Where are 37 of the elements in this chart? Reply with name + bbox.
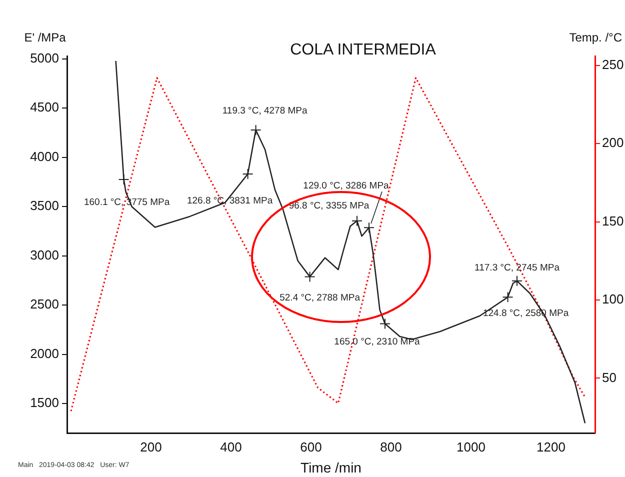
y-tick-label: 1500 [30, 395, 59, 410]
y-tick-label: 3000 [30, 247, 59, 262]
point [242, 168, 254, 180]
point [364, 222, 374, 234]
x-tick-label: 1000 [456, 439, 486, 454]
y-tick-label: 3500 [30, 198, 59, 214]
chart-title: COLA INTERMEDIA [290, 41, 436, 58]
y2-tick-label: 150 [602, 213, 624, 228]
point [352, 215, 362, 226]
y2-tick-label: 200 [602, 135, 624, 150]
y2-tick-label: 100 [602, 292, 624, 307]
point [304, 271, 316, 282]
point [250, 124, 262, 136]
y-tick-label: 2000 [30, 346, 59, 361]
x-tick-label: 800 [380, 439, 402, 454]
y-tick-label: 2500 [30, 296, 59, 312]
annotation: 119.3 °C, 4278 MPa [222, 106, 308, 117]
y-tick-label: 4000 [30, 148, 59, 164]
x-tick-label: 600 [300, 439, 322, 454]
annotation: 129.0 °C, 3286 MPa [303, 180, 390, 192]
y2-tick-label: 250 [602, 56, 624, 72]
point [380, 318, 390, 330]
point [118, 174, 130, 186]
x-tick-label: 1200 [536, 439, 566, 454]
annotation: 52.4 °C, 2788 MPa [280, 292, 361, 304]
y-tick-label: 4500 [30, 100, 59, 115]
point [512, 275, 522, 286]
y-tick-label: 5000 [30, 50, 59, 66]
y-axis-title: E' /MPa [24, 30, 66, 44]
line-series [70, 77, 586, 412]
annotation: 117.3 °C, 2745 MPa [474, 262, 560, 274]
x-tick-label: 400 [220, 439, 242, 454]
point [502, 292, 514, 303]
y2-tick-label: 50 [602, 370, 616, 385]
y2-axis-title: Temp. /°C [569, 30, 622, 44]
x-axis-title: Time /min [300, 459, 362, 476]
x-tick-label: 200 [140, 439, 162, 454]
